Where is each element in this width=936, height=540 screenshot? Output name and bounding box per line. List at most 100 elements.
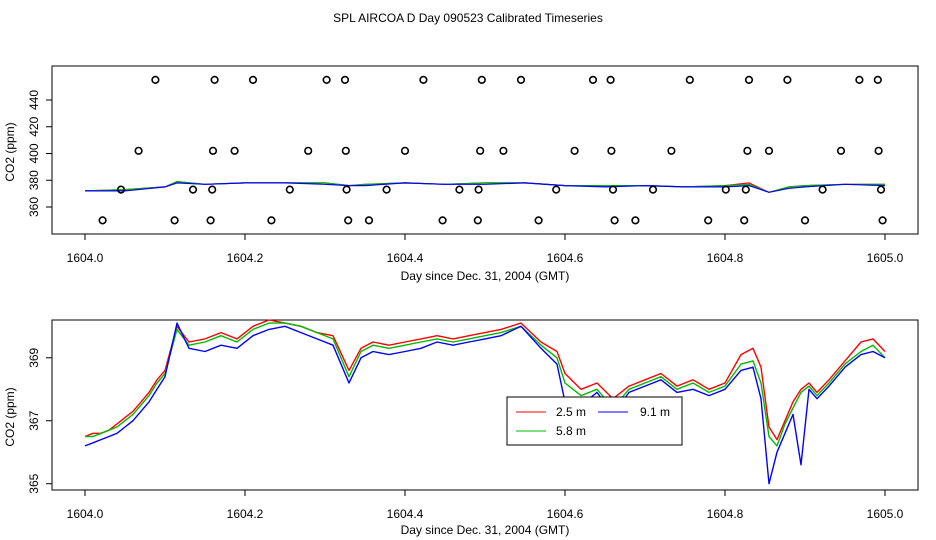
top-marker-18 <box>342 185 351 194</box>
bottom-x-ticks: 1604.0 1604.2 1604.4 1604.6 1604.8 1605.0 <box>67 490 904 521</box>
top-marker-53 <box>818 185 827 194</box>
top-x-tick-label-1604-6: 1604.6 <box>547 251 584 265</box>
legend-label-2-5m: 2.5 m <box>556 405 586 419</box>
bottom-x-tick-label-1604-8: 1604.8 <box>707 507 744 521</box>
top-marker-57 <box>874 146 883 155</box>
top-marker-43 <box>685 75 694 84</box>
bottom-series-9-1-m <box>84 322 886 485</box>
top-marker-38 <box>608 185 618 194</box>
top-marker-44 <box>704 216 713 225</box>
top-marker-54 <box>836 146 846 155</box>
top-series-9-1-m <box>85 182 886 193</box>
bottom-y-axis-label: CO2 (ppm) <box>3 387 17 446</box>
top-plot-frame <box>51 65 919 235</box>
top-marker-6 <box>206 216 215 225</box>
top-marker-48 <box>743 146 752 155</box>
bottom-x-tick-label-1605-0: 1605.0 <box>867 507 904 521</box>
top-x-tick-label-1604-0: 1604.0 <box>67 251 104 265</box>
top-marker-35 <box>588 75 598 84</box>
top-marker-17 <box>341 146 350 155</box>
bottom-plot-frame <box>51 319 919 491</box>
top-marker-10 <box>230 146 239 155</box>
top-y-tick-label-380: 380 <box>27 170 41 190</box>
top-marker-34 <box>570 146 579 155</box>
chart-title: SPL AIRCOA D Day 090523 Calibrated Times… <box>333 11 603 25</box>
top-marker-58 <box>876 185 886 194</box>
top-marker-40 <box>631 216 640 225</box>
bottom-panel: 1604.0 1604.2 1604.4 1604.6 1604.8 1605.0 365… <box>3 319 919 537</box>
top-y-tick-label-400: 400 <box>27 143 41 163</box>
top-y-ticks: 360 380 400 420 440 <box>27 90 52 217</box>
top-marker-2 <box>134 146 143 155</box>
bottom-y-ticks: 365 367 369 <box>27 347 52 494</box>
bottom-series-5-8-m <box>85 322 886 447</box>
top-marker-16 <box>340 75 350 84</box>
top-marker-5 <box>188 185 198 194</box>
bottom-x-axis-label: Day since Dec. 31, 2004 (GMT) <box>401 523 570 537</box>
bottom-series-lines <box>84 319 886 485</box>
top-marker-29 <box>477 75 486 84</box>
top-marker-28 <box>476 146 485 155</box>
top-marker-39 <box>610 216 619 225</box>
top-x-axis-label: Day since Dec. 31, 2004 (GMT) <box>401 269 570 283</box>
top-x-tick-label-1604-4: 1604.4 <box>387 251 424 265</box>
top-marker-51 <box>783 75 792 84</box>
bottom-y-tick-label-365: 365 <box>27 473 41 493</box>
legend-label-5-8m: 5.8 m <box>556 424 586 438</box>
top-marker-20 <box>364 216 374 225</box>
top-panel: 1604.0 1604.2 1604.4 1604.6 1604.8 1605.0 360… <box>3 65 919 283</box>
top-marker-50 <box>764 146 774 155</box>
top-y-tick-label-420: 420 <box>27 116 41 136</box>
top-marker-22 <box>400 146 410 155</box>
top-marker-33 <box>552 185 561 194</box>
top-marker-26 <box>473 216 482 225</box>
top-marker-31 <box>516 75 526 84</box>
top-marker-12 <box>267 216 276 225</box>
top-marker-47 <box>741 185 750 194</box>
legend-box <box>506 396 683 446</box>
top-marker-15 <box>322 75 331 84</box>
top-marker-27 <box>474 185 483 194</box>
top-marker-4 <box>170 216 179 225</box>
top-marker-23 <box>419 75 428 84</box>
top-marker-49 <box>744 75 754 84</box>
bottom-y-tick-label-367: 367 <box>27 410 41 430</box>
top-marker-21 <box>382 185 391 194</box>
top-marker-42 <box>667 146 676 155</box>
top-x-tick-label-1604-8: 1604.8 <box>707 251 744 265</box>
top-marker-30 <box>499 146 508 155</box>
legend-label-9-1m: 9.1 m <box>640 405 670 419</box>
top-marker-37 <box>607 146 616 155</box>
top-marker-1 <box>116 185 126 194</box>
top-marker-11 <box>248 75 258 84</box>
top-marker-32 <box>534 216 543 225</box>
top-marker-7 <box>208 185 217 194</box>
top-x-ticks: 1604.0 1604.2 1604.4 1604.6 1604.8 1605.0 <box>67 234 904 265</box>
top-marker-36 <box>606 75 615 84</box>
top-markers <box>98 75 887 225</box>
bottom-series-2-5-m <box>84 319 886 441</box>
top-marker-9 <box>210 75 219 84</box>
top-marker-3 <box>151 75 160 84</box>
top-marker-45 <box>721 185 730 194</box>
top-marker-55 <box>855 75 864 84</box>
top-marker-41 <box>648 185 658 194</box>
top-marker-8 <box>208 146 218 155</box>
top-marker-25 <box>455 185 464 194</box>
top-marker-59 <box>878 216 887 225</box>
top-marker-24 <box>438 216 447 225</box>
top-x-tick-label-1604-2: 1604.2 <box>227 251 264 265</box>
legend: 2.5 m 5.8 m 9.1 m <box>506 396 683 446</box>
bottom-x-tick-label-1604-4: 1604.4 <box>387 507 424 521</box>
top-marker-14 <box>304 146 313 155</box>
top-y-axis-label: CO2 (ppm) <box>3 122 17 181</box>
top-series-lines <box>84 180 886 193</box>
bottom-x-tick-label-1604-6: 1604.6 <box>547 507 584 521</box>
bottom-x-tick-label-1604-2: 1604.2 <box>227 507 264 521</box>
top-marker-56 <box>873 75 882 84</box>
bottom-x-tick-label-1604-0: 1604.0 <box>67 507 104 521</box>
top-marker-46 <box>740 216 749 225</box>
bottom-y-tick-label-369: 369 <box>27 347 41 367</box>
top-marker-13 <box>285 185 294 194</box>
